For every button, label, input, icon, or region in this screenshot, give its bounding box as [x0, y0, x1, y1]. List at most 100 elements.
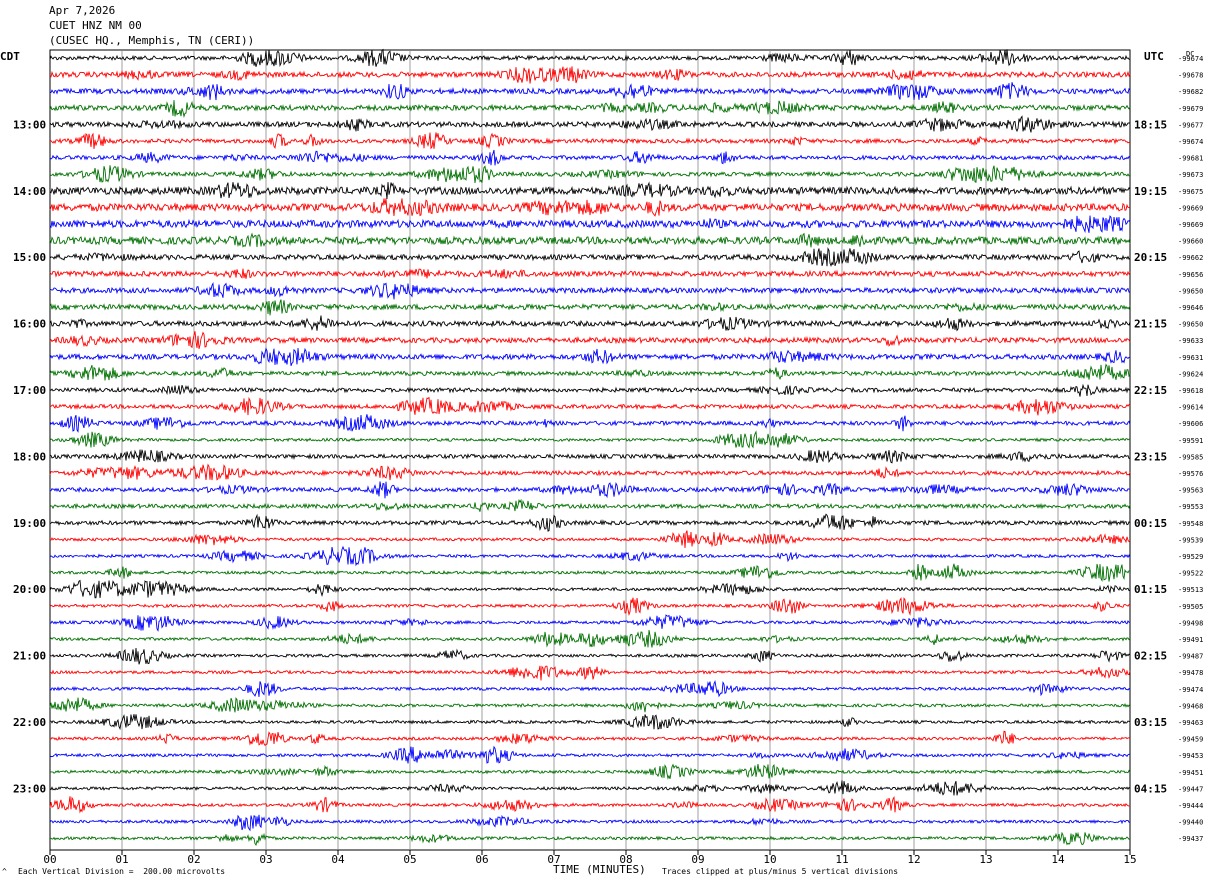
x-tick-label: 06: [475, 853, 488, 866]
cdt-hour-label: 13:00: [13, 118, 46, 131]
x-tick-label: 14: [1051, 853, 1065, 866]
seismic-trace-41: [49, 730, 1131, 746]
seismic-trace-13: [49, 268, 1131, 280]
x-tick-label: 07: [547, 853, 560, 866]
seismic-trace-17: [49, 331, 1131, 350]
dc-offset-label: -99522: [1178, 570, 1203, 578]
dc-offset-label: -99646: [1178, 304, 1203, 312]
seismic-trace-10: [49, 215, 1131, 234]
seismic-trace-6: [49, 149, 1131, 166]
dc-offset-label: -99678: [1178, 72, 1203, 80]
dc-offset-label: -99576: [1178, 470, 1203, 478]
seismic-trace-15: [49, 299, 1131, 316]
x-tick-label: 10: [763, 853, 776, 866]
x-tick-label: 08: [619, 853, 632, 866]
utc-hour-label: 23:15: [1134, 450, 1167, 463]
dc-offset-label: -99606: [1178, 420, 1203, 428]
dc-offset-label: -99491: [1178, 636, 1203, 644]
seismic-trace-46: [49, 814, 1131, 832]
dc-offset-label: -99633: [1178, 337, 1203, 345]
dc-offset-label: -99463: [1178, 719, 1203, 727]
x-tick-label: 02: [187, 853, 200, 866]
cdt-hour-label: 16:00: [13, 318, 46, 331]
utc-hour-label: 00:15: [1134, 517, 1167, 530]
utc-hour-label: 22:15: [1134, 384, 1167, 397]
seismic-trace-45: [49, 796, 1131, 814]
dc-offset-label: -99679: [1178, 105, 1203, 113]
dc-offset-label: -99444: [1178, 802, 1203, 810]
dc-offset-label: -99631: [1178, 354, 1203, 362]
seismic-trace-33: [49, 597, 1131, 616]
x-tick-label: 15: [1123, 853, 1136, 866]
dc-offset-label: -99674: [1178, 138, 1203, 146]
dc-offset-label: -99673: [1178, 171, 1203, 179]
seismic-trace-34: [49, 614, 1131, 632]
dc-offset-label: -99624: [1178, 370, 1203, 378]
seismic-trace-35: [49, 630, 1131, 648]
dc-offset-label: -99585: [1178, 453, 1203, 461]
clip-note: Traces clipped at plus/minus 5 vertical …: [662, 867, 899, 876]
utc-hour-label: 01:15: [1134, 583, 1167, 596]
seismic-trace-28: [49, 513, 1131, 532]
seismic-trace-21: [49, 396, 1131, 416]
seismic-trace-43: [49, 763, 1131, 780]
seismic-trace-4: [49, 115, 1131, 133]
seismic-trace-0: [49, 48, 1131, 68]
dc-offset-label: -99662: [1178, 254, 1203, 262]
x-tick-label: 01: [115, 853, 128, 866]
utc-hour-label: 03:15: [1134, 716, 1167, 729]
seismic-trace-44: [49, 780, 1131, 796]
seismic-trace-31: [50, 563, 1130, 583]
cdt-hour-label: 22:00: [13, 716, 46, 729]
utc-hour-label: 21:15: [1134, 318, 1167, 331]
seismic-trace-18: [49, 347, 1131, 366]
left-timezone-label: CDT: [0, 50, 20, 63]
dc-offset-label: -99650: [1178, 321, 1203, 329]
utc-hour-label: 19:15: [1134, 185, 1167, 198]
dc-offset-label: -99478: [1178, 669, 1203, 677]
seismic-trace-8: [49, 181, 1131, 199]
seismic-trace-1: [49, 66, 1131, 84]
seismic-trace-37: [49, 665, 1131, 681]
cdt-hour-label: 15:00: [13, 251, 46, 264]
seismic-trace-39: [49, 697, 1131, 713]
dc-offset-label: -99505: [1178, 603, 1203, 611]
dc-offset-label: -99614: [1178, 404, 1203, 412]
dc-offset-label: -99539: [1178, 536, 1203, 544]
seismic-trace-20: [49, 383, 1131, 397]
dc-offset-label: -99440: [1178, 819, 1203, 827]
seismic-trace-14: [49, 281, 1131, 300]
utc-hour-label: 02:15: [1134, 650, 1167, 663]
utc-hour-label: 04:15: [1134, 782, 1167, 795]
x-tick-label: 13: [979, 853, 992, 866]
dc-offset-label: -99675: [1178, 188, 1203, 196]
seismic-trace-3: [49, 100, 1131, 118]
cdt-hour-label: 19:00: [13, 517, 46, 530]
dc-offset-label: -99451: [1178, 769, 1203, 777]
seismic-trace-5: [49, 132, 1131, 150]
dc-offset-label: -99474: [1178, 686, 1203, 694]
dc-offset-label: -99669: [1178, 204, 1203, 212]
dc-offset-label: -99498: [1178, 619, 1203, 627]
seismic-trace-47: [49, 831, 1131, 847]
dc-offset-label: -99447: [1178, 785, 1203, 793]
dc-offset-label: -99656: [1178, 271, 1203, 279]
seismic-trace-22: [49, 414, 1131, 433]
cdt-hour-label: 23:00: [13, 782, 46, 795]
seismic-trace-12: [49, 246, 1131, 268]
x-tick-label: 12: [907, 853, 920, 866]
dc-offset-label: -99487: [1178, 653, 1203, 661]
seismic-trace-27: [49, 498, 1131, 512]
dc-offset-label: -99459: [1178, 736, 1203, 744]
dc-header-label: DC: [1186, 50, 1194, 58]
seismic-trace-29: [49, 530, 1131, 549]
dc-offset-label: -99563: [1178, 487, 1203, 495]
dc-offset-label: -99453: [1178, 752, 1203, 760]
x-axis-title: TIME (MINUTES): [553, 863, 646, 876]
seismic-trace-19: [49, 363, 1131, 381]
dc-offset-label: -99674: [1178, 55, 1203, 63]
dc-offset-label: -99548: [1178, 520, 1203, 528]
dc-offset-label: -99681: [1178, 155, 1203, 163]
seismic-trace-24: [49, 449, 1131, 464]
cdt-hour-label: 18:00: [13, 450, 46, 463]
